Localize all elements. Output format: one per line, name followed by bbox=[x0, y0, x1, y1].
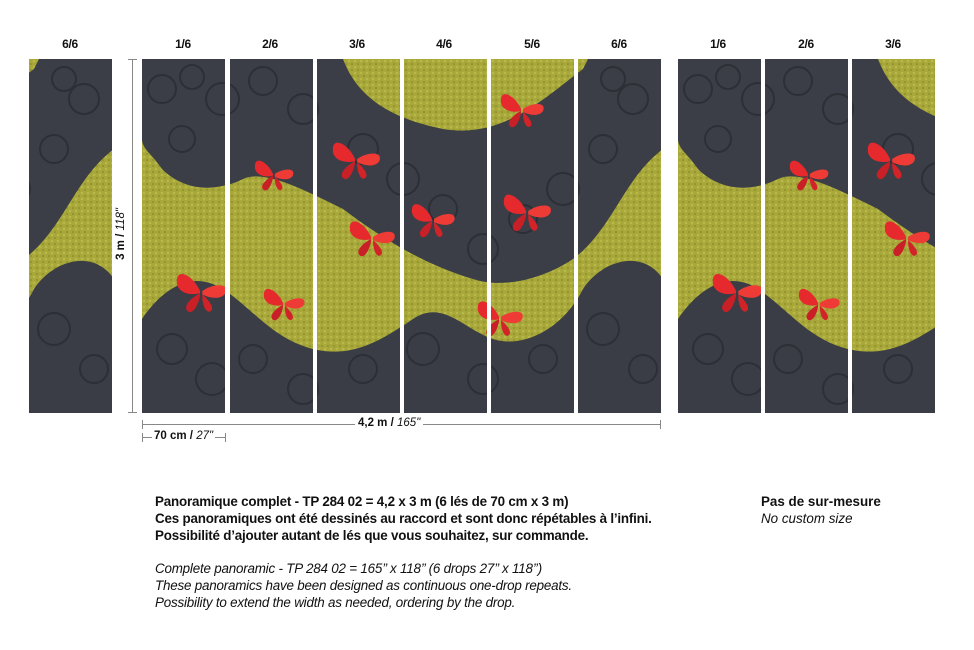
drop-label: 1/6 bbox=[175, 37, 191, 51]
description-en-line: Complete panoramic - TP 284 02 = 165’’ x… bbox=[155, 561, 543, 576]
drop-width-tick-right bbox=[225, 433, 226, 442]
width-dimension-label: 4,2 m / 165" bbox=[355, 417, 424, 429]
wallpaper-drop-2-repeat bbox=[765, 59, 848, 413]
drop-width-label: 70 cm / 27" bbox=[152, 430, 216, 442]
wallpaper-drop-1 bbox=[142, 59, 225, 413]
custom-size-note: Pas de sur-mesure No custom size bbox=[761, 493, 881, 527]
wallpaper-drop-1-repeat bbox=[678, 59, 761, 413]
description-fr-line: Panoramique complet - TP 284 02 = 4,2 x … bbox=[155, 494, 569, 509]
drop-label: 2/6 bbox=[262, 37, 278, 51]
description-english: Complete panoramic - TP 284 02 = 165’’ x… bbox=[155, 560, 572, 611]
height-tick-bottom bbox=[128, 412, 137, 413]
wallpaper-drop-4 bbox=[404, 59, 487, 413]
drop-label: 5/6 bbox=[524, 37, 540, 51]
wallpaper-drop-2 bbox=[230, 59, 313, 413]
drop-label: 1/6 bbox=[710, 37, 726, 51]
wallpaper-drop-6 bbox=[578, 59, 661, 413]
drop-label: 6/6 bbox=[611, 37, 627, 51]
drop-width-tick-left bbox=[142, 433, 143, 442]
wallpaper-drop-3-repeat bbox=[852, 59, 935, 413]
description-french: Panoramique complet - TP 284 02 = 4,2 x … bbox=[155, 493, 652, 544]
wallpaper-drop-3 bbox=[317, 59, 400, 413]
description-en-line: Possibility to extend the width as neede… bbox=[155, 595, 516, 610]
height-dimension-label: 3 m / 118" bbox=[114, 205, 127, 263]
wallpaper-drop-6-left bbox=[29, 59, 112, 413]
custom-size-fr: Pas de sur-mesure bbox=[761, 494, 881, 509]
width-tick-left bbox=[142, 420, 143, 429]
height-tick-top bbox=[128, 59, 137, 60]
drop-label: 3/6 bbox=[885, 37, 901, 51]
drop-label: 6/6 bbox=[62, 37, 78, 51]
wallpaper-drop-5 bbox=[491, 59, 574, 413]
description-en-line: These panoramics have been designed as c… bbox=[155, 578, 572, 593]
drop-label: 3/6 bbox=[349, 37, 365, 51]
height-dimension-line bbox=[132, 59, 133, 413]
drop-label: 4/6 bbox=[436, 37, 452, 51]
drop-label: 2/6 bbox=[798, 37, 814, 51]
custom-size-en: No custom size bbox=[761, 511, 853, 526]
description-fr-line: Ces panoramiques ont été dessinés au rac… bbox=[155, 511, 652, 526]
width-tick-right bbox=[660, 420, 661, 429]
description-fr-line: Possibilité d’ajouter autant de lés que … bbox=[155, 528, 589, 543]
